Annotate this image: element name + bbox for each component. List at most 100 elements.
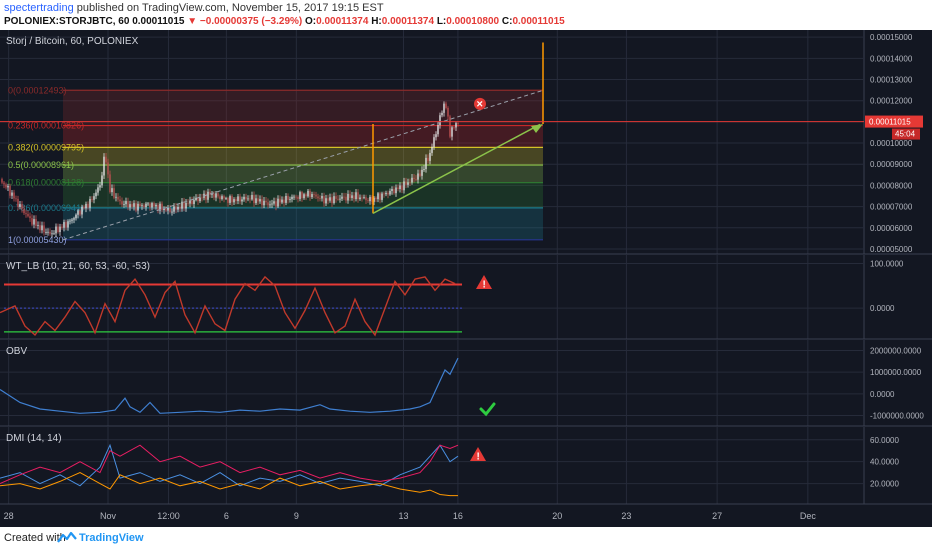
candle-body [245, 196, 247, 200]
candle-body [271, 203, 273, 205]
x-tick-label: 12:00 [157, 511, 180, 521]
candle-body [115, 196, 117, 198]
candle-body [361, 197, 363, 199]
x-tick-label: Dec [800, 511, 817, 521]
candle-body [385, 192, 387, 195]
candle-body [375, 197, 377, 200]
candle-body [367, 200, 369, 202]
candle-body [301, 192, 303, 199]
y-tick-label: 0.0000 [870, 390, 895, 399]
price-pane-title: Storj / Bitcoin, 60, POLONIEX [6, 36, 139, 47]
candle-body [327, 198, 329, 201]
candle-body [79, 210, 81, 215]
candle-body [157, 204, 159, 211]
chart-area[interactable]: 0.00015000 0.00014000 0.00013000 0.00012000… [0, 30, 932, 527]
dmi-series-line [0, 444, 459, 485]
candle-body [145, 203, 147, 208]
candle-body [303, 194, 305, 199]
candle-body [39, 225, 41, 231]
candle-body [119, 199, 121, 202]
fib-band [63, 165, 543, 183]
candle-body [377, 193, 379, 200]
candle-body [175, 206, 177, 210]
candle-body [133, 203, 135, 207]
checkmark-icon [479, 402, 496, 417]
candle-body [45, 232, 47, 233]
candle-body [69, 220, 71, 222]
candle-body [173, 206, 175, 212]
countdown-tag [892, 128, 920, 140]
author-link[interactable]: spectertrading [4, 2, 74, 14]
candle-body [267, 202, 269, 206]
fib-level-label: 0.618(0.00008128) [8, 178, 84, 188]
candle-body [453, 127, 455, 129]
candle-body [239, 196, 241, 202]
candle-body [91, 198, 93, 200]
wt-pane: 100.0000 0.0000! WT_LB (10, 21, 60, 53, -6… [0, 259, 904, 337]
candle-body [73, 218, 75, 220]
fib-band [63, 90, 543, 126]
candle-body [29, 216, 31, 219]
candle-body [99, 185, 101, 188]
candle-body [25, 213, 27, 214]
ohlc-line: POLONIEX:STORJBTC, 60 0.00011015 ▼ −0.00… [4, 16, 565, 27]
candle-body [355, 192, 357, 200]
candle-body [391, 188, 393, 191]
y-tick-label: 2000000.0000 [870, 347, 922, 356]
candle-body [221, 196, 223, 200]
candle-body [423, 169, 425, 170]
candle-body [167, 207, 169, 211]
candle-body [349, 193, 351, 198]
x-tick-label: 6 [224, 511, 229, 521]
candle-body [363, 197, 365, 199]
candle-body [49, 231, 51, 234]
candle-body [87, 203, 89, 208]
candle-body [415, 178, 417, 180]
candle-body [81, 206, 83, 215]
pane-1 [0, 30, 932, 255]
candle-body [227, 198, 229, 203]
fib-level-label: 0(0.00012493) [8, 85, 67, 95]
last-price-label: 0.00011015 [869, 118, 911, 127]
candle-body [121, 201, 123, 205]
y-tick-label: 1000000.0000 [870, 368, 922, 377]
candle-body [351, 195, 353, 198]
chart-background [0, 30, 932, 527]
tradingview-logo-icon [57, 531, 77, 543]
candle-body [3, 182, 5, 185]
y-tick-label: 60.0000 [870, 436, 899, 445]
y-tick-label: 0.0000 [870, 304, 895, 313]
tradingview-brand[interactable]: TradingView [79, 532, 144, 544]
y-tick-label: 0.00015000 [870, 33, 913, 42]
candle-body [179, 206, 181, 209]
candle-body [313, 194, 315, 195]
candle-body [425, 157, 427, 170]
candle-body [399, 185, 401, 190]
dmi-series-line [0, 443, 459, 487]
candle-body [15, 198, 17, 200]
y-tick-label: 0.00007000 [870, 203, 913, 212]
candle-body [325, 198, 327, 204]
low-label: L: [436, 16, 447, 27]
candle-body [11, 192, 13, 196]
candle-body [281, 199, 283, 203]
candle-body [101, 175, 103, 186]
candle-body [33, 219, 35, 225]
candle-body [379, 193, 381, 200]
candle-body [231, 196, 233, 203]
time-axis-background [0, 505, 932, 527]
price-change: ▼ −0.00000375 (−3.29%) [187, 16, 303, 27]
candle-body [335, 196, 337, 199]
candle-body [433, 137, 435, 147]
candle-body [265, 200, 267, 203]
candle-body [295, 196, 297, 198]
fib-band [63, 125, 543, 148]
candle-body [403, 181, 405, 191]
y-tick-label: 0.00008000 [870, 181, 913, 190]
candle-body [105, 156, 107, 163]
candle-body [393, 188, 395, 194]
candle-body [75, 214, 77, 219]
candle-body [413, 177, 415, 179]
candle-body [163, 208, 165, 211]
candle-body [407, 182, 409, 185]
